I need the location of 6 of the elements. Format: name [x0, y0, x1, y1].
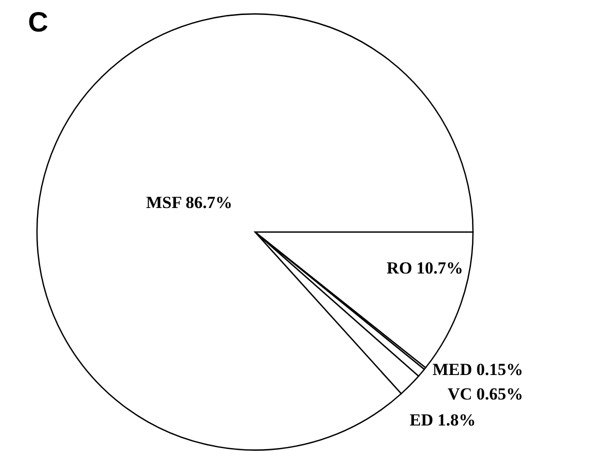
chart-title: C — [28, 6, 48, 38]
slice-label: VC 0.65% — [448, 384, 524, 404]
slice-label: MED 0.15% — [432, 360, 524, 379]
slice-label: RO 10.7% — [386, 258, 464, 278]
slice-label: MSF 86.7% — [146, 192, 232, 212]
slice-label: ED 1.8% — [410, 410, 476, 430]
